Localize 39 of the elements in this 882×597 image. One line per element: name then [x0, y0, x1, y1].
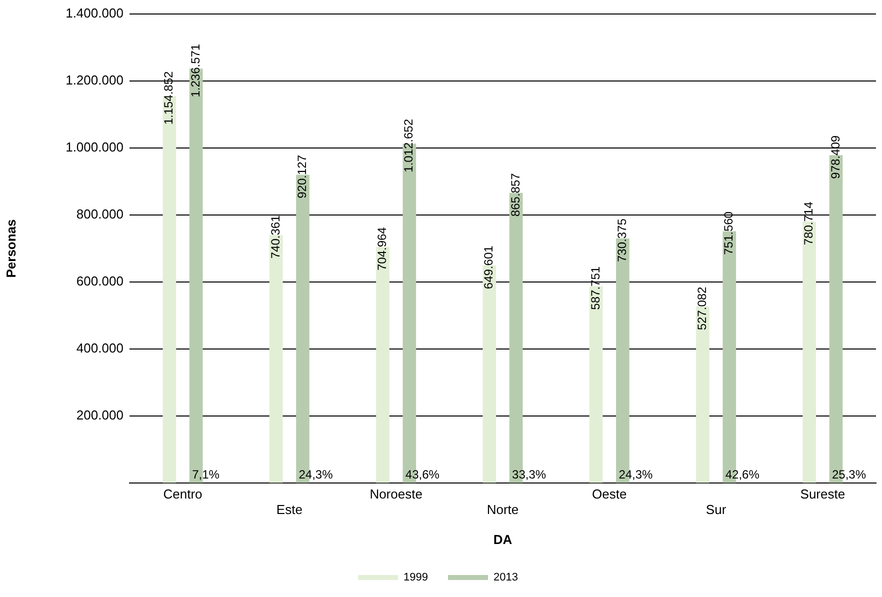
data-label: 1.236.571 — [188, 44, 202, 98]
annotation: 43,6% — [405, 468, 440, 482]
y-tick-label: 600.000 — [76, 274, 124, 289]
data-label: 527.082 — [695, 286, 709, 330]
legend-label: 1999 — [404, 572, 428, 584]
legend-label: 2013 — [494, 572, 518, 584]
data-label: 751.560 — [722, 211, 736, 255]
y-tick-label: 1.000.000 — [66, 139, 124, 154]
annotation: 25,3% — [832, 468, 866, 482]
data-label: 920.127 — [295, 154, 310, 198]
x-tick-label: Oeste — [592, 486, 627, 502]
y-tick-label: 1.200.000 — [66, 72, 124, 88]
annotation: 24,3% — [618, 468, 654, 482]
y-tick-label: 800.000 — [76, 206, 124, 222]
data-label: 730.375 — [615, 218, 630, 262]
x-tick-label: Norte — [486, 502, 519, 518]
data-label: 780.714 — [802, 201, 816, 246]
y-tick-label: 400.000 — [76, 340, 124, 356]
x-axis-title: DA — [493, 532, 513, 547]
x-tick-label: Este — [276, 502, 302, 518]
data-label: 1.154.852 — [162, 70, 176, 125]
y-axis-title: Personas — [3, 219, 18, 278]
x-tick-label: Centro — [163, 486, 202, 502]
x-tick-label: Sur — [706, 502, 727, 518]
annotation: 7,1% — [192, 468, 220, 482]
y-tick-label: 200.000 — [76, 408, 124, 423]
annotation: 24,3% — [298, 468, 334, 482]
data-label: 649.601 — [482, 245, 496, 290]
y-tick-label: 1.400.000 — [66, 5, 124, 20]
data-label: 740.361 — [268, 214, 282, 259]
annotation: 33,3% — [512, 468, 546, 482]
data-label: 865.857 — [508, 172, 522, 217]
annotation: 42,6% — [725, 468, 760, 482]
data-label: 587.751 — [588, 266, 602, 310]
data-label: 1.012.652 — [402, 118, 416, 172]
x-tick-label: Noroeste — [370, 486, 422, 502]
data-label: 978.409 — [828, 135, 842, 179]
x-tick-label: Sureste — [800, 486, 846, 502]
data-label: 704.964 — [375, 226, 390, 271]
